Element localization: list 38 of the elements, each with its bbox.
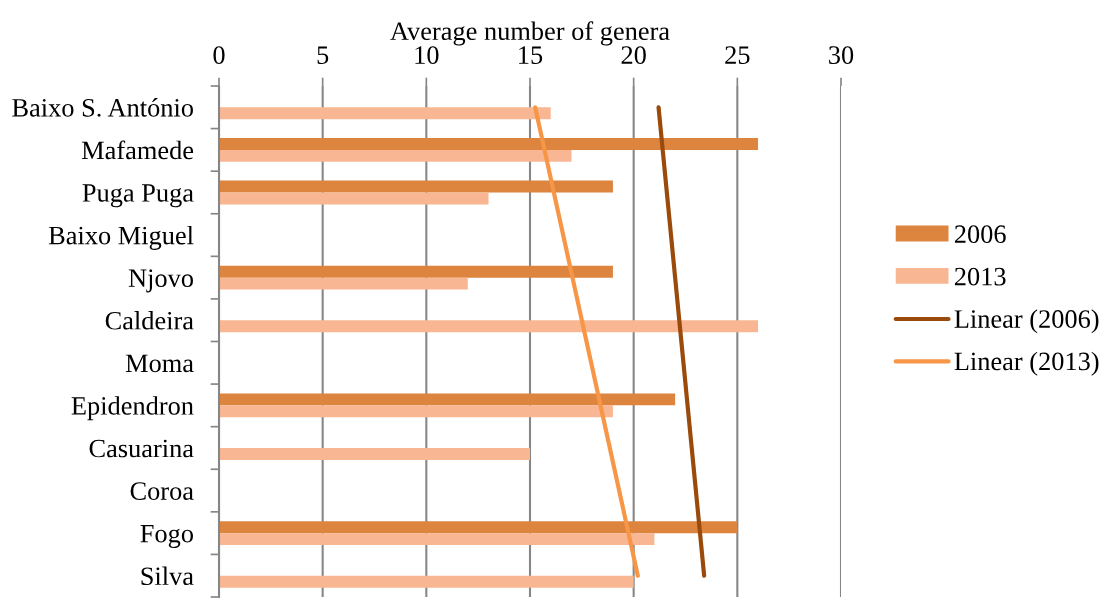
bar <box>219 149 572 162</box>
bar <box>219 137 759 150</box>
bar <box>219 521 738 534</box>
x-axis-title: Average number of genera <box>390 21 670 46</box>
x-tick-label: 0 <box>213 46 225 64</box>
y-tick-label: Silva <box>141 566 194 586</box>
legend-label: Linear (2006) <box>954 309 1099 334</box>
legend-label: 2006 <box>954 225 1006 244</box>
x-tick-label: 20 <box>621 46 646 64</box>
y-tick-label: Casuarina <box>89 439 194 458</box>
bar <box>219 447 530 460</box>
x-tick-label: 5 <box>317 46 329 64</box>
y-tick-label: Njovo <box>128 269 193 293</box>
bar <box>219 265 613 278</box>
legend-label: Linear (2013) <box>954 351 1099 376</box>
y-tick-label: Mafamede <box>81 140 194 160</box>
x-tick-label: 15 <box>519 46 543 64</box>
x-tick-label: 30 <box>829 46 854 64</box>
bar <box>219 405 613 418</box>
bar <box>219 277 468 290</box>
bar <box>219 192 489 205</box>
y-tick-label: Baixo S. António <box>12 98 193 117</box>
bar <box>219 575 634 588</box>
bar <box>219 533 655 546</box>
bar <box>219 107 551 120</box>
y-tick-label: Caldeira <box>105 311 194 330</box>
y-tick-label: Fogo <box>140 524 193 548</box>
y-tick-label: Baixo Miguel <box>48 225 194 250</box>
bar <box>219 320 759 333</box>
bar <box>219 180 613 193</box>
y-tick-label: Moma <box>125 354 194 373</box>
y-tick-label: Epidendron <box>71 396 194 421</box>
x-tick-label: 10 <box>415 46 439 64</box>
bar <box>219 393 676 406</box>
y-tick-label: Puga Puga <box>82 184 194 208</box>
y-tick-label: Coroa <box>130 482 194 500</box>
x-tick-label: 25 <box>725 46 750 64</box>
legend-label: 2013 <box>954 267 1006 286</box>
